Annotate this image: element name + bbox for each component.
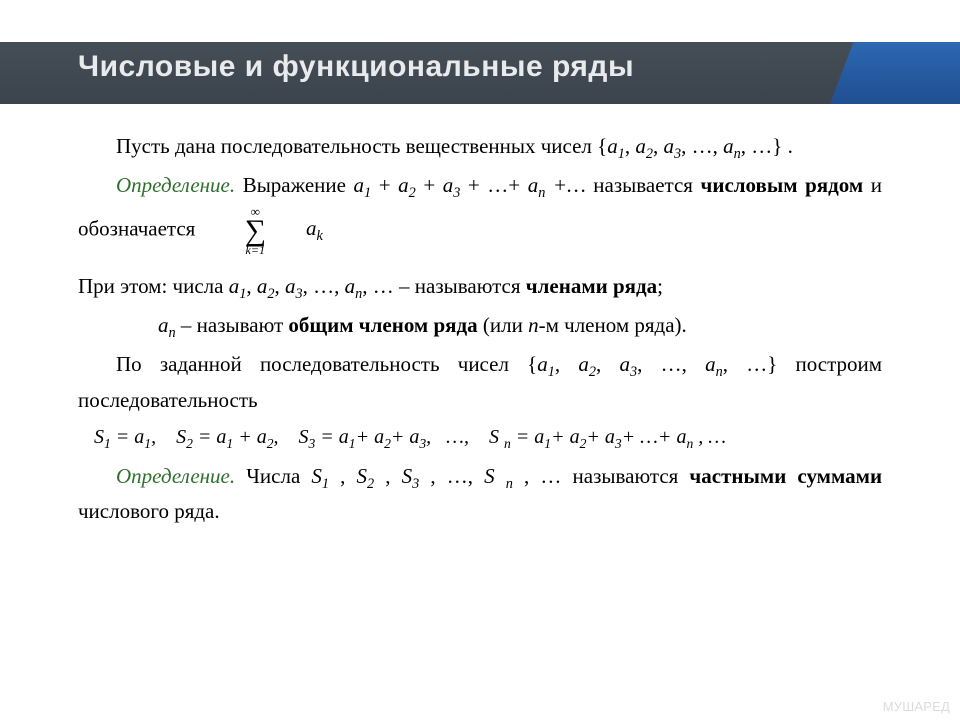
- math-Sn: S n: [484, 464, 513, 488]
- summation-symbol: ∞ ∑ k=1: [207, 205, 266, 256]
- text: называются: [573, 464, 690, 488]
- eq-s3: S3 = a1+ a2+ a3,: [298, 426, 431, 448]
- bold-general-term: общим членом ряда: [288, 313, 477, 337]
- math-seq: a3: [620, 352, 638, 376]
- math-a3: a3: [664, 134, 682, 158]
- eq-sn: S n = a1+ a2+ a3+ …+ an , …: [489, 426, 726, 448]
- sigma-icon: ∑: [207, 216, 266, 246]
- text: – называют: [176, 313, 289, 337]
- partial-sums-equation: S1 = a1, S2 = a1 + a2, S3 = a1+ a2+ a3, …: [78, 422, 882, 454]
- math-seq: a2: [257, 274, 275, 298]
- text: При этом: числа: [78, 274, 229, 298]
- bold-term-series: числовым рядом: [701, 173, 864, 197]
- paragraph-sequence-intro: Пусть дана последовательность вещественн…: [78, 130, 882, 165]
- plus: +: [371, 173, 398, 197]
- text: Выражение: [235, 173, 353, 197]
- math-an: an: [345, 274, 363, 298]
- text: , …} .: [741, 134, 793, 158]
- math-n: n: [528, 313, 539, 337]
- math-S1: S1: [311, 464, 329, 488]
- sum-lower-limit: k=1: [207, 244, 266, 256]
- slide-title: Числовые и функциональные ряды: [78, 50, 634, 84]
- watermark: МУШАРЕД: [883, 699, 950, 714]
- math-seq: a1: [229, 274, 247, 298]
- paragraph-build-seq: По заданной последовательность чисел {a1…: [78, 348, 882, 416]
- eq-s2: S2 = a1 + a2,: [176, 426, 278, 448]
- text: , …: [513, 464, 573, 488]
- math-a1: a1: [607, 134, 625, 158]
- slide: Числовые и функциональные ряды Пусть дан…: [0, 0, 960, 720]
- slide-body: Пусть дана последовательность вещественн…: [78, 130, 882, 532]
- sum-term: ak: [268, 212, 323, 247]
- definition-label: Определение.: [116, 464, 235, 488]
- text: Числа: [235, 464, 311, 488]
- text: , …,: [419, 464, 484, 488]
- text: (или: [478, 313, 528, 337]
- paragraph-members: При этом: числа a1, a2, a3, …, an, … – н…: [78, 270, 882, 305]
- bold-term-members: членами ряда: [526, 274, 657, 298]
- math-an: an: [723, 134, 741, 158]
- dots: + …+: [460, 173, 527, 197]
- text: По заданной последовательность чисел {: [116, 352, 537, 376]
- paragraph-partial-sums-def: Определение. Числа S1 , S2 , S3 , …, S n…: [78, 460, 882, 528]
- text: называется: [593, 173, 700, 197]
- math-an: an: [705, 352, 723, 376]
- math-seq: a1: [537, 352, 555, 376]
- math-S3: S3: [402, 464, 420, 488]
- math-a3b: a3: [443, 173, 461, 197]
- math-a2b: a2: [398, 173, 416, 197]
- paragraph-general-term: an – называют общим членом ряда (или n-м…: [78, 309, 882, 344]
- paragraph-definition-series: Определение. Выражение a1 + a2 + a3 + …+…: [78, 169, 882, 255]
- text: числового ряда.: [78, 499, 220, 523]
- math-a2: a2: [635, 134, 653, 158]
- plus: +: [416, 173, 443, 197]
- math-an: an: [158, 313, 176, 337]
- math-S2: S2: [357, 464, 375, 488]
- text: ;: [657, 274, 663, 298]
- text: , …,: [681, 134, 723, 158]
- text: -м членом ряда).: [539, 313, 687, 337]
- text: – называются: [394, 274, 526, 298]
- definition-label: Определение.: [116, 173, 235, 197]
- text: Пусть дана последовательность вещественн…: [116, 134, 607, 158]
- bold-partial-sums: частными суммами: [689, 464, 882, 488]
- math-seq: a3: [285, 274, 303, 298]
- math-seq: a2: [578, 352, 596, 376]
- eq-s1: S1 = a1,: [94, 426, 156, 448]
- tail-dots: +…: [545, 173, 593, 197]
- math-a1b: a1: [354, 173, 372, 197]
- math-anb: an: [528, 173, 546, 197]
